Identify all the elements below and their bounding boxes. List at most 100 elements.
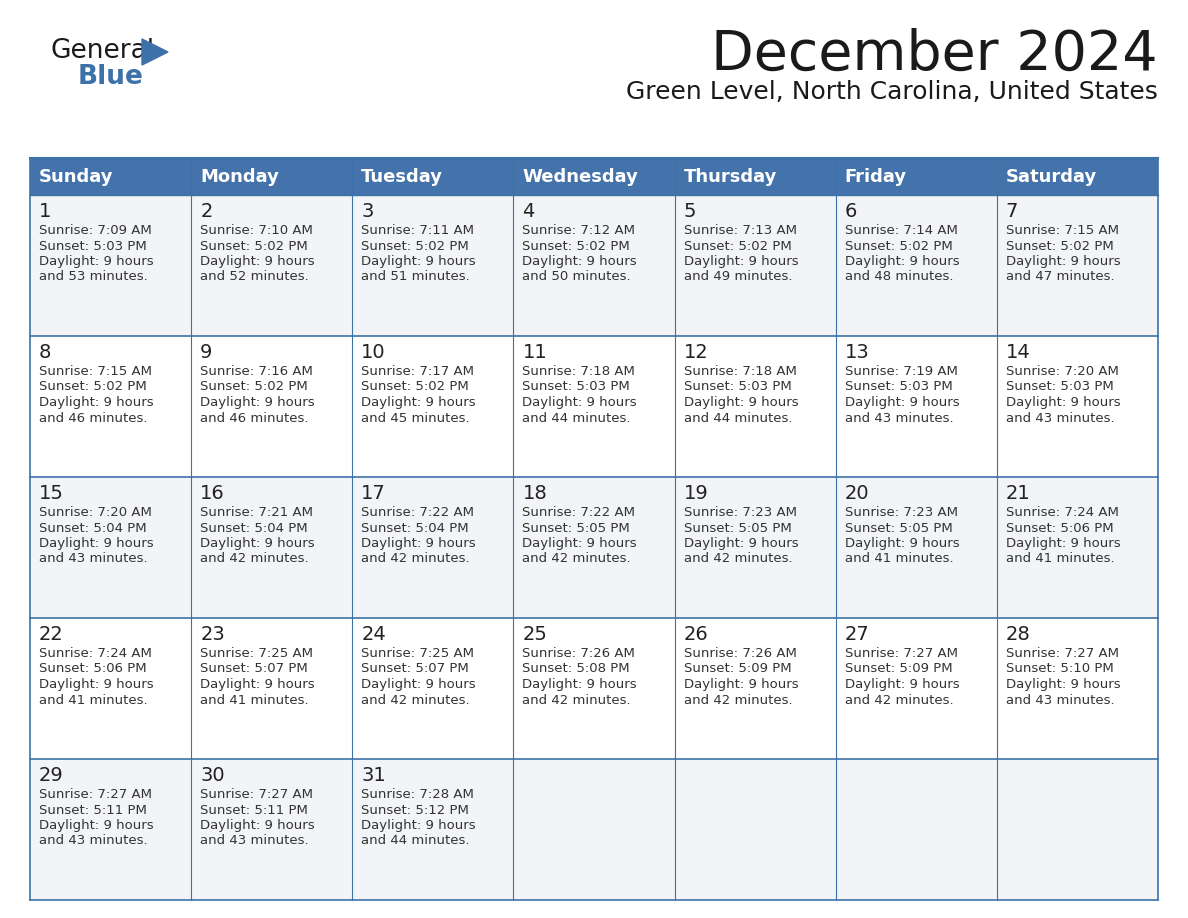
Text: Sunset: 5:09 PM: Sunset: 5:09 PM: [683, 663, 791, 676]
Text: Sunset: 5:02 PM: Sunset: 5:02 PM: [683, 240, 791, 252]
Text: Daylight: 9 hours: Daylight: 9 hours: [361, 819, 476, 832]
Text: Daylight: 9 hours: Daylight: 9 hours: [39, 819, 153, 832]
Text: Sunset: 5:03 PM: Sunset: 5:03 PM: [39, 240, 147, 252]
Text: and 43 minutes.: and 43 minutes.: [39, 553, 147, 565]
Text: and 48 minutes.: and 48 minutes.: [845, 271, 953, 284]
Bar: [513, 477, 675, 618]
Bar: [835, 158, 997, 195]
Text: 12: 12: [683, 343, 708, 362]
Bar: [191, 618, 353, 759]
Text: Sunrise: 7:09 AM: Sunrise: 7:09 AM: [39, 224, 152, 237]
Text: 2: 2: [200, 202, 213, 221]
Text: 3: 3: [361, 202, 374, 221]
Bar: [835, 336, 997, 477]
Text: 15: 15: [39, 484, 64, 503]
Text: 28: 28: [1006, 625, 1031, 644]
Text: 1: 1: [39, 202, 51, 221]
Text: Sunrise: 7:27 AM: Sunrise: 7:27 AM: [200, 788, 314, 801]
Text: and 42 minutes.: and 42 minutes.: [523, 553, 631, 565]
Text: Sunset: 5:03 PM: Sunset: 5:03 PM: [1006, 380, 1113, 394]
Text: Sunrise: 7:25 AM: Sunrise: 7:25 AM: [361, 647, 474, 660]
Text: and 46 minutes.: and 46 minutes.: [200, 411, 309, 424]
Bar: [353, 195, 513, 336]
Text: Sunset: 5:05 PM: Sunset: 5:05 PM: [845, 521, 953, 534]
Text: Sunrise: 7:16 AM: Sunrise: 7:16 AM: [200, 365, 312, 378]
Text: Sunrise: 7:21 AM: Sunrise: 7:21 AM: [200, 506, 314, 519]
Bar: [191, 759, 353, 900]
Text: 23: 23: [200, 625, 225, 644]
Bar: [191, 336, 353, 477]
Text: Sunrise: 7:25 AM: Sunrise: 7:25 AM: [200, 647, 314, 660]
Text: and 49 minutes.: and 49 minutes.: [683, 271, 792, 284]
Text: Sunset: 5:02 PM: Sunset: 5:02 PM: [200, 240, 308, 252]
Text: Sunset: 5:05 PM: Sunset: 5:05 PM: [683, 521, 791, 534]
Text: 7: 7: [1006, 202, 1018, 221]
Text: Daylight: 9 hours: Daylight: 9 hours: [200, 255, 315, 268]
Text: and 47 minutes.: and 47 minutes.: [1006, 271, 1114, 284]
Text: Sunrise: 7:20 AM: Sunrise: 7:20 AM: [39, 506, 152, 519]
Text: Daylight: 9 hours: Daylight: 9 hours: [845, 255, 960, 268]
Bar: [191, 158, 353, 195]
Text: and 44 minutes.: and 44 minutes.: [361, 834, 469, 847]
Text: Sunrise: 7:15 AM: Sunrise: 7:15 AM: [1006, 224, 1119, 237]
Text: Blue: Blue: [78, 64, 144, 90]
Text: 10: 10: [361, 343, 386, 362]
Text: Daylight: 9 hours: Daylight: 9 hours: [845, 396, 960, 409]
Bar: [675, 336, 835, 477]
Text: Sunset: 5:10 PM: Sunset: 5:10 PM: [1006, 663, 1113, 676]
Bar: [30, 618, 191, 759]
Text: Sunrise: 7:22 AM: Sunrise: 7:22 AM: [361, 506, 474, 519]
Text: Sunset: 5:11 PM: Sunset: 5:11 PM: [39, 803, 147, 816]
Bar: [997, 195, 1158, 336]
Text: Daylight: 9 hours: Daylight: 9 hours: [200, 819, 315, 832]
Text: Sunset: 5:02 PM: Sunset: 5:02 PM: [361, 240, 469, 252]
Text: Sunrise: 7:26 AM: Sunrise: 7:26 AM: [523, 647, 636, 660]
Text: Daylight: 9 hours: Daylight: 9 hours: [361, 255, 476, 268]
Text: 6: 6: [845, 202, 857, 221]
Text: Sunset: 5:11 PM: Sunset: 5:11 PM: [200, 803, 308, 816]
Bar: [997, 158, 1158, 195]
Text: and 53 minutes.: and 53 minutes.: [39, 271, 147, 284]
Text: Sunset: 5:02 PM: Sunset: 5:02 PM: [523, 240, 630, 252]
Bar: [30, 759, 191, 900]
Text: Tuesday: Tuesday: [361, 167, 443, 185]
Text: Daylight: 9 hours: Daylight: 9 hours: [39, 537, 153, 550]
Bar: [353, 477, 513, 618]
Text: December 2024: December 2024: [712, 28, 1158, 82]
Text: 27: 27: [845, 625, 870, 644]
Text: Sunset: 5:02 PM: Sunset: 5:02 PM: [1006, 240, 1113, 252]
Text: Daylight: 9 hours: Daylight: 9 hours: [39, 678, 153, 691]
Text: Daylight: 9 hours: Daylight: 9 hours: [1006, 537, 1120, 550]
Text: and 50 minutes.: and 50 minutes.: [523, 271, 631, 284]
Text: 18: 18: [523, 484, 548, 503]
Text: Sunday: Sunday: [39, 167, 114, 185]
Text: and 41 minutes.: and 41 minutes.: [200, 693, 309, 707]
Text: Daylight: 9 hours: Daylight: 9 hours: [361, 537, 476, 550]
Text: Sunrise: 7:26 AM: Sunrise: 7:26 AM: [683, 647, 796, 660]
Text: Sunrise: 7:24 AM: Sunrise: 7:24 AM: [39, 647, 152, 660]
Bar: [835, 759, 997, 900]
Text: Sunrise: 7:22 AM: Sunrise: 7:22 AM: [523, 506, 636, 519]
Text: 31: 31: [361, 766, 386, 785]
Text: Sunrise: 7:11 AM: Sunrise: 7:11 AM: [361, 224, 474, 237]
Text: Friday: Friday: [845, 167, 906, 185]
Text: Sunrise: 7:28 AM: Sunrise: 7:28 AM: [361, 788, 474, 801]
Text: Sunset: 5:04 PM: Sunset: 5:04 PM: [361, 521, 469, 534]
Text: Sunrise: 7:18 AM: Sunrise: 7:18 AM: [683, 365, 796, 378]
Text: Sunrise: 7:15 AM: Sunrise: 7:15 AM: [39, 365, 152, 378]
Text: and 42 minutes.: and 42 minutes.: [523, 693, 631, 707]
Text: and 43 minutes.: and 43 minutes.: [200, 834, 309, 847]
Text: and 46 minutes.: and 46 minutes.: [39, 411, 147, 424]
Text: 8: 8: [39, 343, 51, 362]
Text: Daylight: 9 hours: Daylight: 9 hours: [845, 678, 960, 691]
Text: Sunrise: 7:14 AM: Sunrise: 7:14 AM: [845, 224, 958, 237]
Text: Daylight: 9 hours: Daylight: 9 hours: [683, 537, 798, 550]
Text: Thursday: Thursday: [683, 167, 777, 185]
Text: Daylight: 9 hours: Daylight: 9 hours: [845, 537, 960, 550]
Text: Sunrise: 7:13 AM: Sunrise: 7:13 AM: [683, 224, 797, 237]
Text: 25: 25: [523, 625, 548, 644]
Text: and 42 minutes.: and 42 minutes.: [683, 553, 792, 565]
Bar: [835, 618, 997, 759]
Bar: [835, 477, 997, 618]
Text: and 44 minutes.: and 44 minutes.: [683, 411, 792, 424]
